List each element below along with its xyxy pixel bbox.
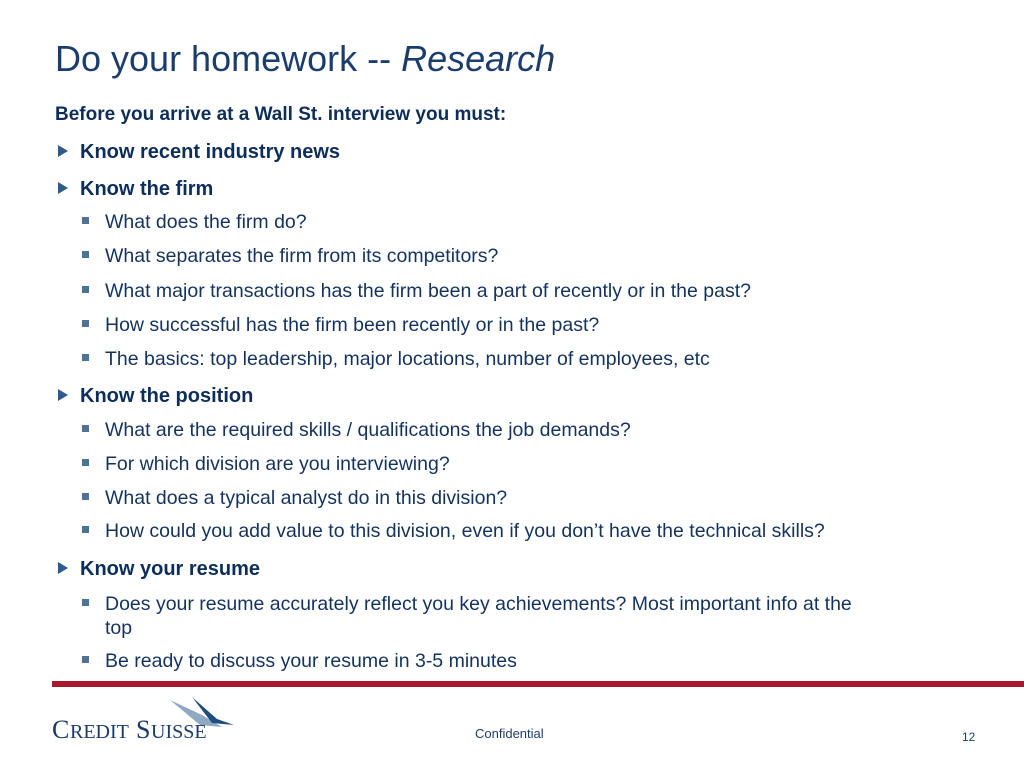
list-item: What are the required skills / qualifica… (82, 418, 631, 442)
list-item: How could you add value to this division… (82, 519, 825, 543)
square-bullet-icon (82, 599, 89, 606)
footer-divider (52, 681, 1024, 687)
square-bullet-icon (82, 251, 89, 258)
list-item: For which division are you interviewing? (82, 452, 450, 476)
square-bullet-icon (82, 425, 89, 432)
svg-text:REDIT: REDIT (70, 721, 129, 742)
list-item: How successful has the firm been recentl… (82, 313, 599, 337)
triangle-bullet-icon (58, 182, 68, 194)
credit-suisse-logo: C REDIT S UISSE (52, 697, 237, 747)
list-item: What does a typical analyst do in this d… (82, 486, 507, 510)
section-heading: Know the position (58, 384, 253, 408)
list-item: Be ready to discuss your resume in 3-5 m… (82, 649, 517, 673)
list-item: What separates the firm from its competi… (82, 244, 498, 268)
intro-text: Before you arrive at a Wall St. intervie… (55, 104, 507, 125)
square-bullet-icon (82, 526, 89, 533)
list-item: Does your resume accurately reflect you … (82, 592, 852, 640)
square-bullet-icon (82, 320, 89, 327)
slide-title: Do your homework -- Research (55, 38, 556, 79)
triangle-bullet-icon (58, 389, 68, 401)
square-bullet-icon (82, 656, 89, 663)
triangle-bullet-icon (58, 145, 68, 157)
svg-text:C: C (52, 715, 69, 742)
square-bullet-icon (82, 459, 89, 466)
section-heading: Know your resume (58, 557, 260, 581)
square-bullet-icon (82, 217, 89, 224)
section-heading: Know the firm (58, 177, 213, 201)
list-item: The basics: top leadership, major locati… (82, 347, 710, 371)
list-item: What does the firm do? (82, 210, 307, 234)
svg-text:S: S (136, 715, 150, 742)
triangle-bullet-icon (58, 562, 68, 574)
square-bullet-icon (82, 354, 89, 361)
square-bullet-icon (82, 493, 89, 500)
page-number: 12 (962, 730, 976, 744)
confidential-label: Confidential (475, 726, 544, 741)
list-item: What major transactions has the firm bee… (82, 279, 751, 303)
section-heading: Know recent industry news (58, 140, 340, 164)
square-bullet-icon (82, 286, 89, 293)
svg-text:UISSE: UISSE (151, 721, 207, 742)
